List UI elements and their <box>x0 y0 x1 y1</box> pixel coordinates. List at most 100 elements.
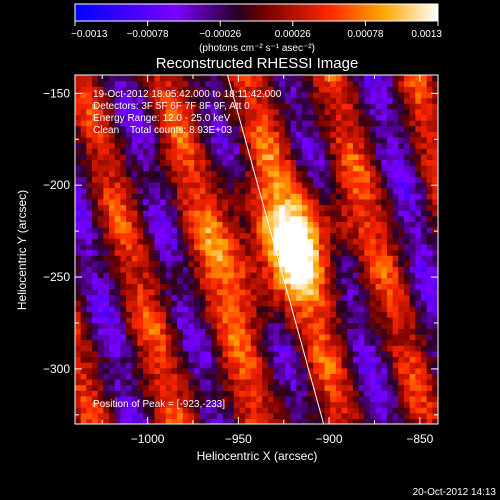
heatmap-cell <box>296 170 303 177</box>
heatmap-cell <box>352 103 360 110</box>
heatmap-cell <box>92 401 99 408</box>
heatmap-cell <box>267 288 275 296</box>
heatmap-cell <box>313 221 320 228</box>
heatmap-cell <box>347 210 354 217</box>
heatmap-cell <box>307 345 314 352</box>
heatmap-cell <box>369 260 377 267</box>
heatmap-cell <box>171 108 178 115</box>
heatmap-cell <box>182 170 190 177</box>
heatmap-cell <box>80 187 87 194</box>
heatmap-cell <box>211 148 218 155</box>
heatmap-cell <box>318 328 326 335</box>
heatmap-cell <box>318 108 326 115</box>
heatmap-cell <box>182 165 190 172</box>
heatmap-cell <box>284 75 292 82</box>
heatmap-cell <box>256 75 263 82</box>
heatmap-cell <box>126 91 133 99</box>
heatmap-cell <box>126 311 133 318</box>
heatmap-cell <box>403 362 411 369</box>
heatmap-cell <box>228 390 235 397</box>
heatmap-cell <box>80 221 87 228</box>
heatmap-cell <box>160 418 167 424</box>
heatmap-cell <box>324 114 331 121</box>
heatmap-cell <box>341 367 348 374</box>
heatmap-cell <box>386 165 394 172</box>
heatmap-cell <box>375 395 382 403</box>
heatmap-cell <box>143 181 150 189</box>
heatmap-cell <box>420 215 428 222</box>
heatmap-cell <box>381 159 388 166</box>
heatmap-cell <box>171 170 178 177</box>
heatmap-cell <box>279 255 286 262</box>
heatmap-cell <box>245 103 252 110</box>
heatmap-cell <box>120 221 127 228</box>
heatmap-cell <box>143 97 150 104</box>
heatmap-cell <box>228 356 235 363</box>
heatmap-cell <box>245 232 252 239</box>
heatmap-cell <box>228 373 235 380</box>
heatmap-cell <box>120 412 127 419</box>
heatmap-cell <box>86 165 93 172</box>
heatmap-cell <box>103 317 110 324</box>
heatmap-cell <box>120 114 127 121</box>
heatmap-cell <box>290 378 297 386</box>
heatmap-cell <box>318 407 326 414</box>
heatmap-cell <box>381 390 388 397</box>
heatmap-cell <box>358 249 365 256</box>
heatmap-cell <box>148 378 155 386</box>
heatmap-cell <box>403 345 411 352</box>
heatmap-cell <box>245 362 252 369</box>
heatmap-cell <box>279 198 286 206</box>
heatmap-cell <box>262 311 269 318</box>
heatmap-cell <box>177 300 184 307</box>
heatmap-cell <box>114 311 121 318</box>
heatmap-cell <box>358 120 365 127</box>
heatmap-cell <box>160 294 167 301</box>
heatmap-cell <box>341 103 348 110</box>
heatmap-cell <box>403 243 411 251</box>
heatmap-cell <box>296 407 303 414</box>
heatmap-cell <box>92 412 99 419</box>
heatmap-cell <box>256 198 263 206</box>
heatmap-cell <box>267 243 275 251</box>
heatmap-cell <box>239 91 246 99</box>
heatmap-cell <box>154 86 161 93</box>
heatmap-cell <box>273 305 280 313</box>
heatmap-cell <box>352 204 360 211</box>
heatmap-cell <box>256 350 263 358</box>
heatmap-cell <box>233 317 241 324</box>
heatmap-cell <box>97 288 104 296</box>
heatmap-cell <box>148 120 155 127</box>
heatmap-cell <box>409 215 416 222</box>
heatmap-cell <box>318 148 326 155</box>
heatmap-cell <box>358 193 365 200</box>
heatmap-cell <box>171 345 178 352</box>
heatmap-cell <box>313 288 320 296</box>
heatmap-cell <box>171 356 178 363</box>
heatmap-cell <box>137 193 144 200</box>
heatmap-cell <box>165 311 173 318</box>
heatmap-cell <box>154 243 161 251</box>
heatmap-cell <box>188 131 195 138</box>
heatmap-cell <box>165 283 173 290</box>
heatmap-cell <box>409 243 416 251</box>
heatmap-cell <box>239 373 246 380</box>
heatmap-cell <box>415 97 422 104</box>
heatmap-cell <box>120 148 127 155</box>
heatmap-cell <box>165 181 173 189</box>
heatmap-cell <box>358 305 365 313</box>
heatmap-cell <box>114 243 121 251</box>
heatmap-cell <box>403 221 411 228</box>
heatmap-cell <box>273 114 280 121</box>
heatmap-cell <box>137 226 144 234</box>
heatmap-cell <box>398 333 405 341</box>
heatmap-cell <box>131 294 138 301</box>
heatmap-cell <box>324 198 331 206</box>
heatmap-cell <box>194 159 201 166</box>
heatmap-cell <box>432 378 438 386</box>
heatmap-cell <box>216 136 224 144</box>
heatmap-cell <box>358 390 365 397</box>
heatmap-cell <box>358 170 365 177</box>
heatmap-cell <box>335 378 343 386</box>
heatmap-cell <box>160 136 167 144</box>
